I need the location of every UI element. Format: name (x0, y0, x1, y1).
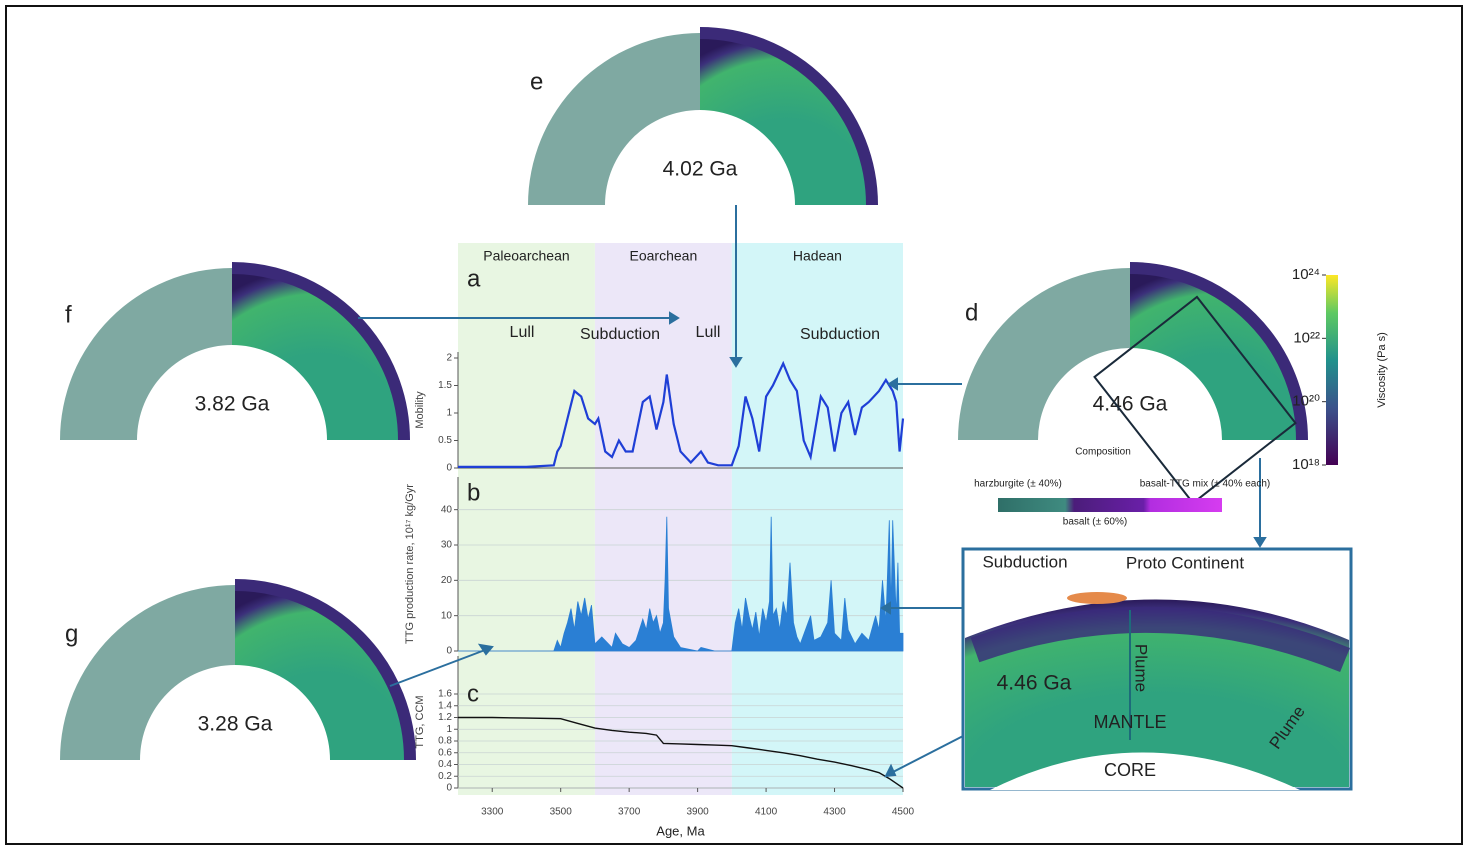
x-tick-label: 4100 (755, 807, 778, 818)
x-tick-label: 4500 (892, 807, 915, 818)
inset-text: 4.46 Ga (997, 672, 1072, 695)
colorbar (1326, 275, 1338, 465)
mantle-section (958, 268, 1130, 440)
mantle-section (232, 268, 404, 440)
era-label: Eoarchean (630, 248, 698, 264)
panel-label: f (65, 301, 72, 328)
y-axis-label: TTG production rate, 10¹⁷ kg/Gyr (404, 484, 416, 644)
inset-text: MANTLE (1093, 712, 1166, 732)
inset-text: Subduction (982, 552, 1067, 571)
y-tick-label: 20 (441, 575, 453, 586)
era-band (458, 243, 595, 795)
inset-text: CORE (1104, 760, 1156, 780)
x-tick-label: 3900 (686, 807, 709, 818)
mantle-section (60, 585, 235, 760)
panel-label: e (530, 68, 543, 95)
composition-bar (998, 498, 1222, 512)
x-tick-label: 3300 (481, 807, 504, 818)
y-tick-label: 0.5 (438, 435, 452, 446)
y-tick-label: 1.6 (438, 689, 452, 700)
mantle-section (235, 585, 410, 760)
y-tick-label: 0 (446, 783, 452, 794)
snapshot-age: 4.02 Ga (663, 158, 738, 181)
rim (699, 27, 878, 206)
x-tick-label: 3500 (550, 807, 573, 818)
composition-title: Composition (1075, 447, 1131, 458)
zoom-box (1093, 295, 1297, 505)
y-tick-label: 10 (441, 610, 453, 621)
y-tick-label: 0.2 (438, 771, 452, 782)
y-tick-label: 1.4 (438, 700, 452, 711)
y-tick-label: 30 (441, 540, 453, 551)
colorbar-tick-label: 10²² (1293, 329, 1320, 346)
era-band (594, 243, 732, 795)
era-label: Paleoarchean (483, 248, 569, 264)
x-axis-label: Age, Ma (656, 823, 705, 838)
composition-bottom: basalt (± 60%) (1063, 517, 1127, 528)
arrows (358, 205, 1267, 778)
y-axis-label: Mobility (414, 391, 426, 429)
frame (5, 5, 1463, 845)
y-tick-label: 40 (441, 504, 453, 515)
panel-label: a (467, 265, 481, 292)
panel-label: b (467, 479, 480, 506)
annotation: Lull (696, 324, 721, 341)
composition-right: basalt-TTG mix (± 40% each) (1140, 479, 1271, 490)
colorbar-label: Viscosity (Pa s) (1376, 332, 1388, 408)
y-tick-label: 0 (446, 463, 452, 474)
x-tick-label: 3700 (618, 807, 641, 818)
y-axis-label: TTG, CCM (414, 695, 426, 748)
inset-text: Proto Continent (1126, 553, 1244, 572)
inset (961, 547, 1353, 791)
inset-text: Plume (1132, 644, 1151, 692)
y-tick-label: 0.4 (438, 759, 452, 770)
rim (231, 262, 410, 441)
y-tick-label: 1 (446, 724, 452, 735)
colorbar-tick-label: 10²⁰ (1292, 393, 1320, 410)
colorbar-tick-label: 10¹⁸ (1292, 456, 1320, 473)
snapshot-age: 4.46 Ga (1093, 393, 1168, 416)
panel-label: c (467, 680, 479, 707)
rim (1129, 262, 1308, 441)
annotation: Subduction (580, 326, 660, 343)
y-tick-label: 0.8 (438, 736, 452, 747)
y-tick-label: 1 (446, 408, 452, 419)
line (458, 360, 905, 468)
panel-label: g (65, 620, 78, 647)
line (458, 716, 904, 789)
annotation: Subduction (800, 326, 880, 343)
y-tick-label: 2 (446, 353, 452, 364)
mantle-section (700, 33, 872, 205)
y-tick-label: 1.5 (438, 380, 452, 391)
snapshot-age: 3.82 Ga (195, 393, 270, 416)
panel-label: d (965, 299, 978, 326)
era-label: Hadean (793, 248, 842, 264)
colorbar-tick-label: 10²⁴ (1292, 266, 1320, 283)
annotation: Lull (510, 324, 535, 341)
y-tick-label: 0.6 (438, 747, 452, 758)
era-band (731, 243, 903, 795)
mantle-section (1130, 268, 1302, 440)
composition-left: harzburgite (± 40%) (974, 479, 1062, 490)
area (458, 516, 904, 652)
y-tick-label: 1.2 (438, 712, 452, 723)
y-tick-label: 0 (446, 646, 452, 657)
mantle-section (60, 268, 232, 440)
snapshot-age: 3.28 Ga (198, 713, 273, 736)
x-tick-label: 4300 (823, 807, 846, 818)
rim (234, 579, 416, 761)
mantle-section (528, 33, 700, 205)
